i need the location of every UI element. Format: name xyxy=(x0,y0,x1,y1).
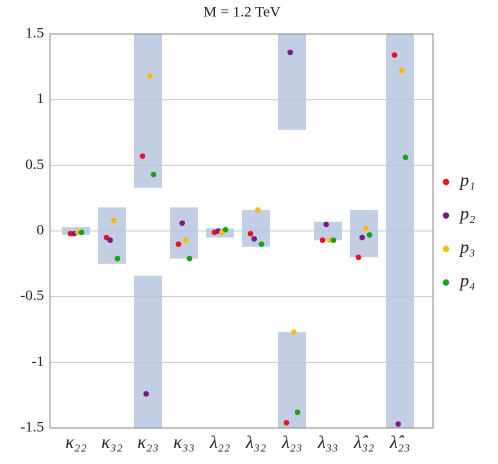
point xyxy=(143,391,149,397)
point xyxy=(183,237,189,243)
point xyxy=(254,207,261,213)
point xyxy=(247,230,254,237)
range-band xyxy=(134,275,162,428)
point xyxy=(363,225,369,232)
x-tick-label: λ̂₃₂ xyxy=(353,432,374,452)
y-tick-label: 0 xyxy=(37,222,45,238)
point xyxy=(150,171,157,178)
legend-marker xyxy=(442,279,450,286)
x-tick-label: λ̂₂₃ xyxy=(389,432,410,452)
legend-label: p₃ xyxy=(458,237,475,257)
legend-marker xyxy=(442,212,450,219)
range-band xyxy=(314,221,342,241)
x-tick-label: κ₃₃ xyxy=(173,432,194,452)
range-band xyxy=(134,34,162,188)
range-band xyxy=(242,209,270,247)
x-tick-label: λ₃₃ xyxy=(317,432,338,452)
x-tick-label: κ₂₂ xyxy=(65,432,86,452)
point xyxy=(78,229,85,236)
point xyxy=(111,217,117,224)
y-tick-label: 1 xyxy=(37,91,45,107)
point xyxy=(402,154,409,161)
y-tick-label: 0.5 xyxy=(25,157,44,173)
point xyxy=(175,241,182,247)
point xyxy=(291,329,297,335)
point xyxy=(147,73,153,79)
point xyxy=(359,234,366,241)
y-tick-label: -1 xyxy=(32,354,45,370)
point xyxy=(399,67,405,74)
legend-label: p₁ xyxy=(458,170,475,190)
x-tick-label: κ₃₂ xyxy=(101,432,122,452)
point xyxy=(391,52,398,58)
point xyxy=(355,254,362,261)
point xyxy=(283,419,290,426)
range-band xyxy=(278,332,306,428)
point xyxy=(330,237,337,243)
point xyxy=(179,220,185,226)
point xyxy=(323,221,330,228)
point xyxy=(251,236,257,242)
point xyxy=(186,255,193,262)
x-tick-label: λ₃₂ xyxy=(245,432,266,452)
point xyxy=(258,241,265,247)
range-band xyxy=(386,34,414,428)
legend-marker xyxy=(442,178,450,186)
y-tick-label: 1.5 xyxy=(25,25,44,41)
range-band xyxy=(170,207,198,259)
x-tick-label: κ₂₃ xyxy=(137,432,158,452)
point xyxy=(222,226,229,233)
x-tick-label: λ₂₃ xyxy=(281,432,302,452)
point xyxy=(107,237,113,243)
point xyxy=(294,409,301,416)
y-tick-label: -0.5 xyxy=(20,288,44,304)
legend-marker xyxy=(442,245,450,253)
point xyxy=(114,255,121,262)
point xyxy=(139,153,146,159)
x-tick-label: λ₂₂ xyxy=(209,432,230,452)
range-band xyxy=(278,34,306,130)
y-tick-label: -1.5 xyxy=(20,419,44,435)
range-band xyxy=(350,209,378,258)
range-band xyxy=(98,207,126,264)
point xyxy=(319,237,326,243)
point xyxy=(366,232,373,238)
legend-label: p₄ xyxy=(458,271,475,291)
point xyxy=(287,49,294,56)
legend-label: p₂ xyxy=(458,204,475,224)
chart-title: M = 1.2 TeV xyxy=(203,4,280,20)
point xyxy=(395,421,402,427)
plot-frame xyxy=(49,33,434,429)
